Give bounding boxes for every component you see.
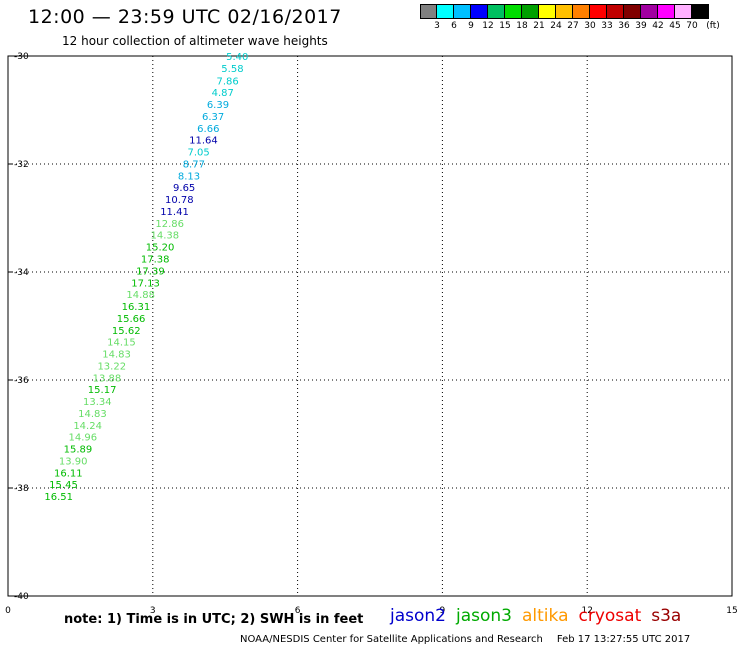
legend-label: 9 — [468, 21, 474, 31]
wave-height-point: 10.78 — [165, 195, 194, 206]
wave-height-point: 15.20 — [146, 243, 175, 254]
wave-height-point: 15.66 — [117, 314, 146, 325]
wave-height-point: 11.41 — [160, 207, 189, 218]
legend-swatch — [607, 4, 624, 19]
legend-swatch — [522, 4, 539, 19]
legend-swatch — [658, 4, 675, 19]
legend-label: 18 — [516, 21, 528, 31]
legend-swatch — [692, 4, 709, 19]
wave-height-point: 9.65 — [173, 183, 195, 194]
wave-height-point: 14.24 — [73, 421, 102, 432]
x-tick-label: 3 — [150, 606, 156, 616]
legend-label: 21 — [533, 21, 545, 31]
legend-swatch — [437, 4, 454, 19]
legend-label: 15 — [499, 21, 511, 31]
y-tick-label: -38 — [14, 484, 29, 494]
satellite-cryosat: cryosat — [578, 606, 642, 626]
legend-swatch — [624, 4, 641, 19]
legend-unit: (ft) — [706, 21, 720, 31]
y-tick-label: -32 — [14, 160, 29, 170]
wave-height-point: 17.13 — [131, 278, 160, 289]
footer-note: note: 1) Time is in UTC; 2) SWH is in fe… — [64, 612, 364, 627]
legend-label: 70 — [686, 21, 698, 31]
wave-height-point: 16.51 — [44, 492, 73, 503]
legend-label: 42 — [652, 21, 664, 31]
y-tick-label: -40 — [14, 592, 29, 602]
credit-line: NOAA/NESDIS Center for Satellite Applica… — [240, 634, 690, 645]
legend-swatch — [573, 4, 590, 19]
wave-height-point: 11.64 — [189, 136, 218, 147]
credit-timestamp: Feb 17 13:27:55 UTC 2017 — [556, 634, 691, 645]
x-tick-label: 9 — [440, 606, 446, 616]
wave-height-point: 14.96 — [68, 433, 97, 444]
wave-height-point: 14.15 — [107, 338, 136, 349]
satellite-s3a: s3a — [651, 606, 682, 626]
wave-height-point: 5.58 — [221, 64, 243, 75]
legend-swatch — [454, 4, 471, 19]
legend-label: 3 — [434, 21, 440, 31]
wave-height-point: 15.89 — [64, 445, 93, 456]
page-subtitle: 12 hour collection of altimeter wave hei… — [62, 34, 328, 48]
legend-label: 30 — [584, 21, 596, 31]
y-tick-label: -36 — [14, 376, 29, 386]
wave-height-point: 17.39 — [136, 266, 165, 277]
legend-label: 45 — [669, 21, 681, 31]
x-tick-label: 12 — [581, 606, 592, 616]
legend-swatch — [505, 4, 522, 19]
legend-swatch — [641, 4, 658, 19]
legend-label: 27 — [567, 21, 579, 31]
legend-swatch — [556, 4, 573, 19]
wave-height-point: 17.38 — [141, 255, 170, 266]
satellite-jason2: jason2 — [390, 606, 446, 626]
x-tick-label: 15 — [726, 606, 737, 616]
plot-frame — [7, 55, 733, 597]
wave-height-point: 6.37 — [202, 112, 224, 123]
wave-height-point: 14.88 — [126, 290, 155, 301]
wave-height-point: 12.86 — [155, 219, 184, 230]
legend-swatch — [420, 4, 437, 19]
wave-height-point: 13.90 — [59, 456, 88, 467]
legend-swatch — [590, 4, 607, 19]
legend-label: 6 — [451, 21, 457, 31]
color-legend — [420, 4, 709, 19]
satellite-altika: altika — [522, 606, 569, 626]
wave-height-point: 8.13 — [178, 171, 200, 182]
wave-height-point: 14.83 — [102, 350, 131, 361]
wave-height-point: 16.11 — [54, 468, 83, 479]
wave-height-point: 13.88 — [93, 373, 122, 384]
wave-height-point: 6.39 — [207, 100, 229, 111]
satellite-jason3: jason3 — [456, 606, 512, 626]
legend-swatch — [471, 4, 488, 19]
wave-height-point: 13.22 — [97, 361, 126, 372]
credit-text: NOAA/NESDIS Center for Satellite Applica… — [240, 634, 543, 645]
wave-height-point: 4.87 — [212, 88, 234, 99]
y-tick-label: -30 — [14, 52, 29, 62]
wave-height-point: 7.86 — [216, 76, 238, 87]
satellite-list: jason2 jason3 altika cryosat s3a — [390, 606, 691, 626]
wave-height-point: 5.40 — [226, 52, 248, 63]
legend-label: 33 — [601, 21, 613, 31]
x-tick-label: 6 — [295, 606, 301, 616]
x-tick-label: 0 — [5, 606, 11, 616]
wave-height-point: 15.62 — [112, 326, 141, 337]
legend-swatch — [539, 4, 556, 19]
wave-height-point: 14.83 — [78, 409, 107, 420]
legend-swatch — [675, 4, 692, 19]
wave-height-point: 7.05 — [188, 148, 210, 159]
wave-height-point: 6.66 — [197, 124, 219, 135]
wave-height-point: 15.45 — [49, 480, 78, 491]
legend-label: 36 — [618, 21, 630, 31]
y-tick-label: -34 — [14, 268, 29, 278]
legend-label: 24 — [550, 21, 562, 31]
legend-label: 12 — [482, 21, 494, 31]
wave-height-point: 14.38 — [151, 231, 180, 242]
page-title: 12:00 — 23:59 UTC 02/16/2017 — [28, 6, 342, 28]
wave-height-point: 8.77 — [183, 159, 205, 170]
legend-swatch — [488, 4, 505, 19]
legend-label: 39 — [635, 21, 647, 31]
wave-height-point: 15.17 — [88, 385, 117, 396]
wave-height-point: 16.31 — [122, 302, 151, 313]
wave-height-point: 13.34 — [83, 397, 112, 408]
